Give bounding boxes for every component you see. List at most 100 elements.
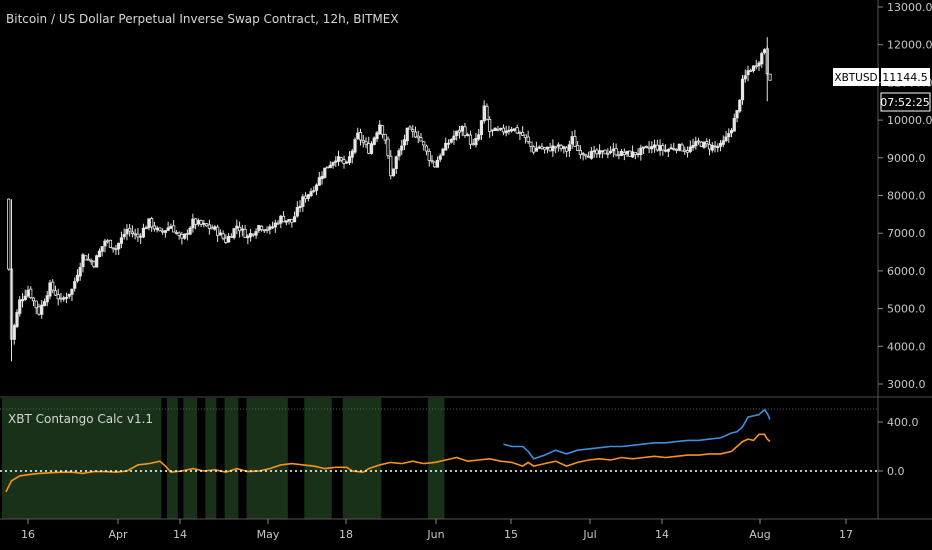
candle-body xyxy=(419,137,423,142)
candle-body xyxy=(529,141,533,147)
candle-body xyxy=(416,135,420,139)
candle-body xyxy=(356,132,360,139)
price-tick-label: 4000.0 xyxy=(887,340,926,353)
candle-body xyxy=(584,154,588,157)
indicator-axis[interactable]: 400.0 0.0 xyxy=(878,416,919,478)
time-tick-label: 14 xyxy=(173,528,187,541)
candle-body xyxy=(727,133,731,138)
candle-body xyxy=(97,250,102,258)
candle-body xyxy=(292,216,297,223)
candle-body xyxy=(177,232,181,236)
candle-body xyxy=(248,233,253,238)
candle-body xyxy=(754,65,758,68)
candle-body xyxy=(738,99,742,112)
candle-body xyxy=(147,218,151,229)
candle-body xyxy=(603,149,607,155)
candle-body xyxy=(301,196,305,207)
candle-body xyxy=(463,126,467,136)
candle-body xyxy=(768,73,772,81)
candle-body xyxy=(762,49,767,53)
candle-body xyxy=(743,75,747,80)
symbol-label: XBTUSD xyxy=(834,72,877,84)
candle-body xyxy=(389,155,393,177)
candle-body xyxy=(279,215,283,224)
candle-body xyxy=(350,150,354,158)
candle-body xyxy=(303,195,308,200)
candle-body xyxy=(554,146,558,149)
candle-body xyxy=(760,53,764,65)
candle-body xyxy=(290,218,294,223)
candle-body xyxy=(397,150,401,157)
candle-body xyxy=(342,159,346,164)
candle-body xyxy=(749,69,753,72)
candle-body xyxy=(95,255,99,268)
bar-countdown: 07:52:25 xyxy=(880,96,929,109)
candle-body xyxy=(205,223,209,227)
candle-body xyxy=(254,231,258,236)
candle-body xyxy=(548,147,552,152)
candle-body xyxy=(507,129,511,132)
candle-body xyxy=(408,126,412,130)
candle-body xyxy=(559,145,563,150)
candle-body xyxy=(526,136,530,142)
candle-body xyxy=(246,235,250,239)
candle-body xyxy=(565,147,569,152)
candle-body xyxy=(81,254,85,268)
candle-body xyxy=(424,145,429,152)
candle-body xyxy=(259,225,264,230)
highlight-band xyxy=(166,398,178,519)
candle-body xyxy=(139,235,143,238)
candle-body xyxy=(685,150,690,153)
candle-body xyxy=(402,139,407,146)
candle-body xyxy=(364,141,368,145)
candle-body xyxy=(433,161,437,168)
candle-body xyxy=(48,282,52,297)
candle-body xyxy=(435,159,440,168)
candle-body xyxy=(103,240,107,247)
candle-body xyxy=(84,255,88,261)
candle-body xyxy=(655,144,659,151)
candle-body xyxy=(37,306,41,315)
candle-body xyxy=(347,156,352,164)
candle-body xyxy=(375,132,379,140)
price-axis[interactable]: 13000.012000.011000.010000.09000.08000.0… xyxy=(878,1,932,391)
highlight-band xyxy=(427,398,445,519)
candle-body xyxy=(312,190,316,192)
candle-body xyxy=(609,150,613,153)
candle-body xyxy=(221,233,225,239)
candle-body xyxy=(614,148,618,156)
candle-body xyxy=(540,146,544,149)
indicator-tick-label: 400.0 xyxy=(887,416,919,429)
candle-body xyxy=(422,141,426,146)
candle-body xyxy=(268,226,272,230)
highlight-band xyxy=(342,398,382,519)
candle-body xyxy=(7,198,11,270)
candle-body xyxy=(306,194,310,199)
candle-body xyxy=(106,240,110,243)
candle-body xyxy=(174,232,178,234)
candle-body xyxy=(89,259,93,262)
candle-body xyxy=(740,78,745,101)
candle-body xyxy=(663,149,668,152)
indicator-title[interactable]: XBT Contango Calc v1.1 xyxy=(8,412,153,426)
candle-body xyxy=(125,229,129,235)
candle-body xyxy=(158,227,162,231)
candle-body xyxy=(224,237,228,243)
candle-body xyxy=(683,149,687,152)
highlight-band xyxy=(304,398,332,519)
candle-body xyxy=(161,230,165,233)
candle-body xyxy=(405,127,409,142)
candle-body xyxy=(265,229,269,231)
candle-body xyxy=(328,164,332,168)
candle-body xyxy=(78,267,82,277)
candle-body xyxy=(391,168,396,177)
candle-body xyxy=(691,145,695,149)
time-axis[interactable]: 16 Apr 14 May 18 Jun 15 Jul 14 Aug 17 xyxy=(21,519,853,541)
highlight-band xyxy=(205,398,217,519)
candle-body xyxy=(339,157,343,161)
candle-body xyxy=(669,147,673,150)
candle-body xyxy=(119,237,124,244)
time-tick-label: 14 xyxy=(655,528,669,541)
candle-body xyxy=(191,218,195,229)
